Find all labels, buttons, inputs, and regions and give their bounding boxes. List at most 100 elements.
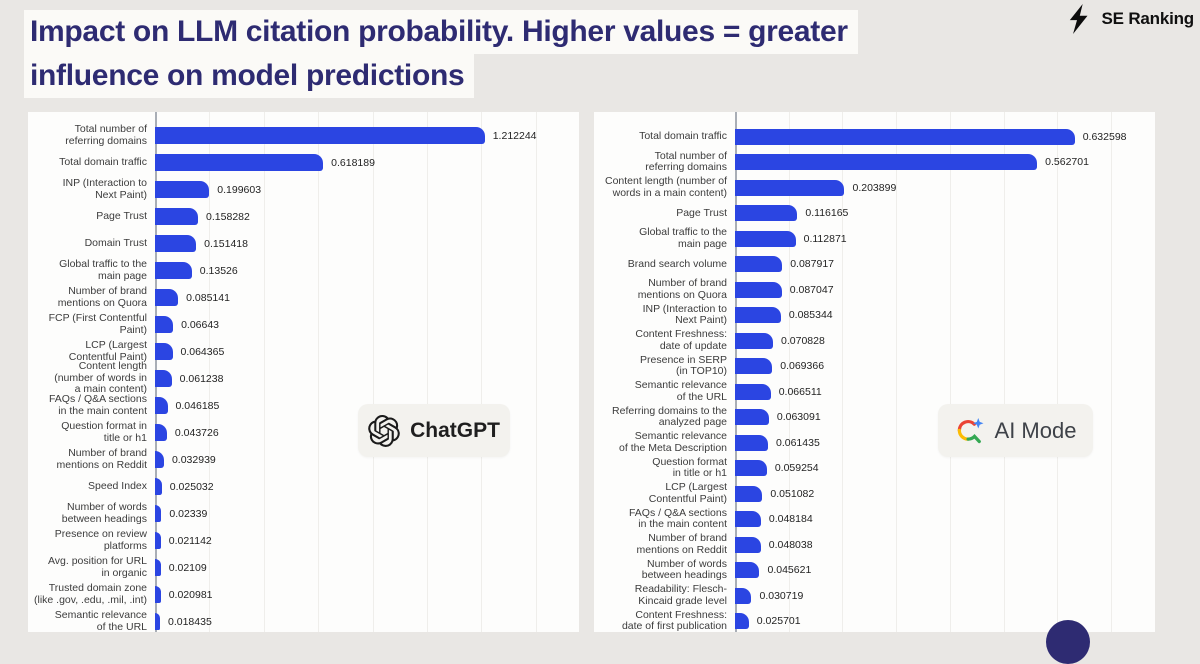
chart-row: Readability: Flesch- Kincaid grade level… [594, 583, 1155, 609]
row-value: 0.046185 [175, 399, 220, 412]
row-bar [155, 343, 173, 360]
chart-row: Presence on review platforms 0.021142 [28, 527, 579, 554]
chart-row: Brand search volume 0.087917 [594, 252, 1155, 278]
row-value: 0.021142 [168, 534, 212, 547]
row-label: INP (Interaction to Next Paint) [642, 302, 727, 327]
row-value: 0.087047 [789, 283, 834, 296]
row-value: 0.199603 [217, 183, 262, 196]
row-label: Number of brand mentions on Reddit [636, 532, 727, 556]
row-label: Referring domains to the analyzed page [612, 404, 727, 429]
row-label: Presence on review platforms [54, 528, 147, 552]
page-title: Impact on LLM citation probability. High… [24, 10, 858, 98]
row-value: 0.048038 [768, 538, 813, 551]
row-label: Trusted domain zone (like .gov, .edu, .m… [33, 582, 147, 606]
row-bar [735, 460, 767, 477]
row-bar [735, 281, 782, 298]
gridline [1003, 112, 1005, 632]
title-line-2: influence on model predictions [24, 54, 475, 98]
row-bar [735, 230, 796, 247]
row-label: Number of brand mentions on Quora [57, 285, 147, 309]
chart-row: Semantic relevance of the URL 0.066511 [594, 379, 1155, 405]
row-label: FAQs / Q&A sections in the main content [48, 393, 147, 417]
chart-row: Total domain traffic 0.632598 [594, 124, 1155, 150]
gridline [949, 112, 951, 632]
row-label: LCP (Largest Contentful Paint) [648, 481, 727, 505]
ai-mode-badge-label: AI Mode [994, 417, 1077, 443]
chart-row: Number of words between headings 0.045621 [594, 558, 1155, 584]
chatgpt-chart: Total number of referring domains 1.21224… [28, 112, 579, 632]
row-value: 0.203899 [852, 181, 897, 194]
row-value: 0.070828 [781, 334, 825, 347]
row-value: 0.112871 [803, 232, 847, 245]
row-label: Content length (number of words in a mai… [605, 175, 727, 199]
row-label: Page Trust [676, 206, 727, 219]
row-value: 0.025701 [756, 615, 801, 628]
row-label: Speed Index [88, 479, 147, 492]
row-value: 0.151418 [204, 237, 248, 250]
row-bar [155, 181, 210, 198]
row-bar [155, 424, 167, 441]
row-bar [155, 235, 197, 252]
chart-row: INP (Interaction to Next Paint) 0.199603 [28, 176, 579, 203]
row-bar [735, 562, 760, 579]
chart-row: Referring domains to the analyzed page 0.… [594, 405, 1155, 431]
chart-row: Global traffic to the main page 0.13526 [28, 257, 579, 284]
row-bar [155, 451, 164, 468]
chatgpt-badge: ChatGPT [358, 404, 510, 457]
row-value: 0.061435 [775, 436, 820, 449]
row-bar [735, 358, 773, 375]
row-bar [155, 478, 162, 495]
chart-row: Total domain traffic 0.618189 [28, 149, 579, 176]
watermark-circle [1046, 620, 1090, 664]
chart-row: INP (Interaction to Next Paint) 0.085344 [594, 303, 1155, 329]
row-label: Semantic relevance of the URL [634, 379, 727, 403]
row-bar [155, 154, 324, 171]
row-value: 0.045621 [767, 564, 812, 577]
row-label: Global traffic to the main page [639, 226, 727, 250]
google-ai-mode-icon [957, 417, 984, 443]
row-bar [155, 559, 161, 576]
chart-row: Page Trust 0.116165 [594, 201, 1155, 227]
chatgpt-chart-card: Total number of referring domains 1.21224… [28, 112, 579, 632]
chatgpt-badge-label: ChatGPT [410, 418, 500, 442]
chart-row: FAQs / Q&A sections in the main content 0… [28, 392, 579, 419]
row-bar [735, 434, 768, 451]
row-label: Avg. position for URL in organic [47, 555, 147, 579]
row-bar [735, 485, 763, 502]
row-value: 0.059254 [774, 462, 819, 475]
row-label: Content Freshness: date of first publica… [621, 608, 727, 632]
chart-row: FAQs / Q&A sections in the main content 0… [594, 507, 1155, 533]
gridline [788, 112, 790, 632]
brand-name: SE Ranking [1101, 9, 1195, 28]
row-label: Total domain traffic [639, 130, 727, 142]
row-label: FAQs / Q&A sections in the main content [628, 506, 727, 531]
openai-logo-icon [368, 414, 400, 447]
row-label: Total number of referring domains [65, 123, 147, 147]
row-bar [735, 179, 845, 196]
row-label: Question format in title or h1 [652, 455, 727, 480]
lightning-bolt-icon [1069, 4, 1088, 34]
row-value: 0.085141 [186, 291, 230, 304]
row-value: 0.632598 [1082, 130, 1127, 143]
row-value: 0.043726 [174, 426, 219, 439]
row-bar [155, 370, 172, 387]
row-label: Number of words between headings [61, 501, 147, 525]
row-label: Content length (number of words in a mai… [54, 360, 147, 396]
row-value: 0.116165 [805, 207, 849, 220]
row-bar [735, 205, 798, 222]
row-value: 1.212244 [492, 129, 537, 142]
row-bar [735, 536, 761, 553]
row-label: Total domain traffic [59, 155, 147, 168]
row-value: 0.13526 [199, 264, 238, 277]
row-value: 0.618189 [331, 156, 375, 169]
chart-row: Total number of referring domains 1.21224… [28, 122, 579, 149]
row-value: 0.063091 [776, 411, 821, 424]
row-value: 0.048184 [768, 513, 813, 526]
row-label: Readability: Flesch- Kincaid grade level [634, 583, 727, 607]
chart-row: LCP (Largest Contentful Paint) 0.064365 [28, 338, 579, 365]
chart-row: Number of brand mentions on Reddit 0.0329… [28, 446, 579, 473]
row-label: Semantic relevance of the Meta Descripti… [619, 430, 727, 454]
chart-row: Semantic relevance of the URL 0.018435 [28, 608, 579, 632]
row-label: LCP (Largest Contentful Paint) [68, 339, 147, 363]
chart-row: Question format in title or h1 0.059254 [594, 456, 1155, 482]
